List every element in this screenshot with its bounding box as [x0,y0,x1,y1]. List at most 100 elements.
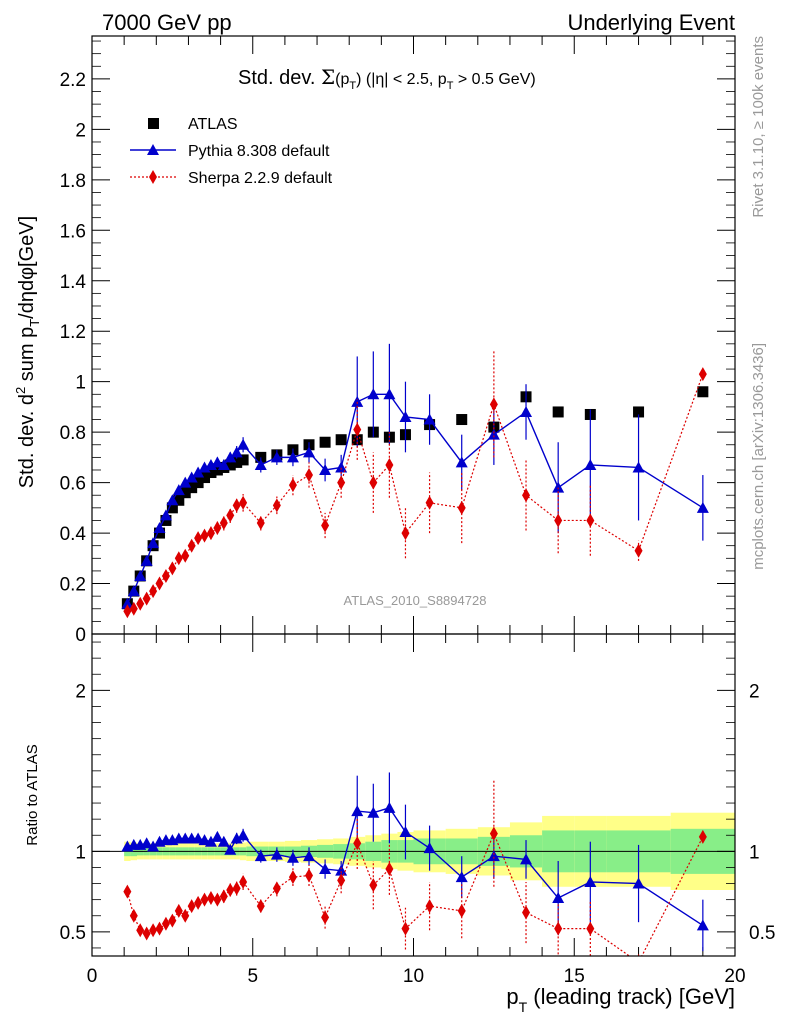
data-point [224,459,236,471]
data-point [385,457,394,472]
main-y-tick-label: 0.8 [60,423,86,444]
ratio-point [487,850,500,862]
ratio-point [256,899,265,914]
legend-label-sherpa: Sherpa 2.2.9 default [188,170,333,187]
data-point [181,548,190,563]
x-tick-label: 0 [87,966,98,987]
ratio-point [230,832,243,844]
legend-marker-atlas [148,118,159,129]
ratio-point [237,829,250,841]
legend-label-atlas: ATLAS [188,116,238,133]
data-point [232,498,241,513]
main-y-tick-label: 1.8 [60,171,86,192]
data-point [211,464,223,476]
data-point [199,472,211,484]
ratio-point [224,843,237,855]
ratio-point [554,921,563,936]
data-point [425,495,434,510]
data-point [584,458,597,470]
x-tick-label: 10 [403,966,424,987]
main-y-axis-label: Std. dev. d2 sum pT/dηdφ[GeV] [13,216,42,488]
data-point [153,522,166,534]
legend-marker-sherpa [149,170,157,184]
ratio-point [232,881,241,896]
main-y-tick-label: 1.4 [60,272,87,293]
data-point [423,413,436,425]
ratio-point [321,910,330,925]
data-point [168,561,177,576]
ratio-y-tick-label-right: 1 [749,842,760,863]
side-label-rivet: Rivet 3.1.10, ≥ 100k events [750,36,767,218]
data-point [487,428,500,440]
x-tick-label: 5 [247,966,258,987]
data-point [219,515,228,530]
ratio-point [142,926,151,941]
ratio-series-group [121,772,709,956]
data-point [231,456,243,468]
data-point [633,406,645,418]
svg-text:Std. dev. d2 sum pT/dηdφ[GeV]: Std. dev. d2 sum pT/dηdφ[GeV] [13,216,42,488]
ratio-point [270,848,283,860]
ratio-point [351,805,364,817]
ratio-point [303,850,316,862]
data-point [319,463,332,475]
data-point [179,476,192,488]
data-point [159,509,172,521]
ratio-plot-frame [91,633,736,957]
data-point [136,596,145,611]
ratio-point [367,806,380,818]
data-point [187,538,196,553]
data-point [192,466,205,478]
data-point [237,438,250,450]
data-point [455,456,468,468]
side-label-mcplots: mcplots.cern.ch [arXiv:1306.3436] [750,343,767,570]
ratio-point [219,889,228,904]
ratio-point [520,853,533,865]
ratio-series-triangle [121,772,709,952]
data-point [213,521,222,536]
data-point [305,468,314,483]
data-point [522,488,531,503]
legend: ATLAS Pythia 8.308 default Sherpa 2.2.9 … [130,116,333,187]
svg-text:Std. dev. Σ(pT) (|η| < 2.5, pT: Std. dev. Σ(pT) (|η| < 2.5, pT > 0.5 GeV… [238,65,536,92]
ratio-point [522,905,531,920]
data-point [140,554,153,566]
ratio-point [305,868,314,883]
ratio-point [383,801,396,813]
ratio-point [401,921,410,936]
ratio-point [149,923,158,938]
data-point [206,526,215,541]
ratio-point [226,882,235,897]
ratio-point [217,835,230,847]
data-point [520,405,533,417]
ratio-point [254,850,267,862]
data-point [367,388,380,400]
ratio-point [319,863,332,875]
data-point [319,436,331,448]
ratio-point [335,864,348,876]
data-point [149,584,158,599]
data-point [224,451,237,463]
data-point [270,451,283,463]
ratio-point [147,840,160,852]
ratio-y-tick-label-left: 2 [75,681,86,702]
data-point [134,569,147,581]
data-point [166,494,179,506]
analysis-watermark: ATLAS_2010_S8894728 [344,593,487,608]
ratio-point [489,826,498,841]
data-point [321,518,330,533]
data-point [383,388,396,400]
ratio-point [353,836,362,851]
data-point [632,461,645,473]
data-point [335,434,347,446]
data-point [185,471,198,483]
data-point [121,597,134,609]
data-point [456,414,468,426]
legend-label-pythia: Pythia 8.308 default [188,143,330,160]
ratio-point [337,873,346,888]
ratio-point [181,908,190,923]
ratio-point [584,875,597,887]
main-y-tick-label: 0.4 [60,524,87,545]
data-point [369,475,378,490]
ratio-point [632,877,645,889]
